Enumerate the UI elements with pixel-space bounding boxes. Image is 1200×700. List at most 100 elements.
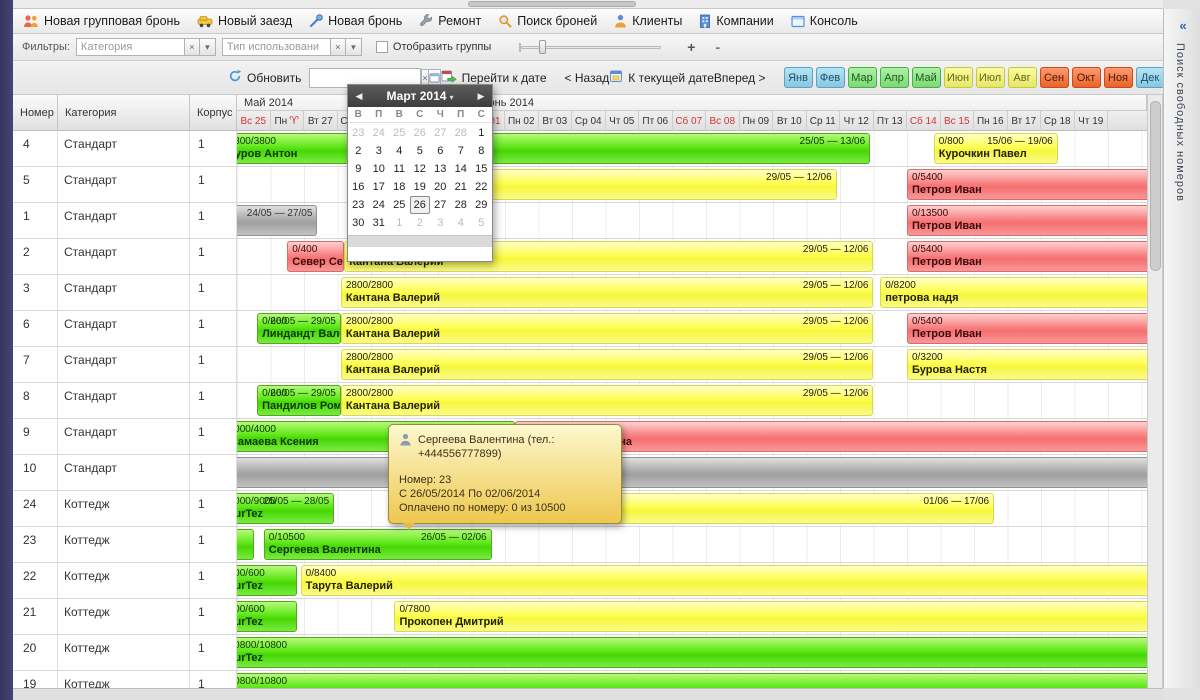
goto-date-button[interactable]: Перейти к дате: [441, 69, 547, 86]
calendar-day-cell[interactable]: 26: [409, 196, 430, 214]
calendar-day-cell[interactable]: 20: [434, 181, 447, 193]
day-header-cell[interactable]: Вт 10: [773, 111, 807, 131]
toolbar-button-repair[interactable]: Ремонт: [419, 14, 481, 28]
room-number-cell[interactable]: 9: [13, 419, 58, 454]
calendar-day-cell[interactable]: 24: [372, 127, 385, 139]
room-category-cell[interactable]: Коттедж: [58, 635, 190, 670]
room-building-cell[interactable]: 1: [190, 527, 237, 562]
calendar-day-cell[interactable]: 13: [434, 163, 447, 175]
category-clear-icon[interactable]: ×: [183, 38, 200, 56]
vertical-scrollbar-thumb[interactable]: [1150, 101, 1161, 271]
room-category-cell[interactable]: Стандарт: [58, 383, 190, 418]
room-number-cell[interactable]: 23: [13, 527, 58, 562]
month-button-Янв[interactable]: Янв: [783, 67, 813, 88]
day-header-cell[interactable]: Сб 07: [673, 111, 706, 131]
booking-bar[interactable]: 0/800 15/06 — 19/06 Курочкин Павел: [933, 133, 1058, 164]
calendar-day-cell[interactable]: 27: [434, 127, 447, 139]
room-timeline[interactable]: 10800/10800TurTez: [237, 635, 1147, 670]
column-header-building[interactable]: Корпус: [190, 95, 237, 131]
room-category-cell[interactable]: Стандарт: [58, 131, 190, 166]
calendar-day-cell[interactable]: 16: [352, 181, 365, 193]
day-header-cell[interactable]: Пн 16: [974, 111, 1008, 131]
toolbar-button-new-checkin[interactable]: Новый заезд: [197, 14, 292, 28]
room-number-cell[interactable]: 7: [13, 347, 58, 382]
zoom-slider[interactable]: [513, 40, 662, 54]
booking-bar[interactable]: 10800/10800TurTez: [237, 673, 1147, 688]
month-button-Сен[interactable]: Сен: [1039, 67, 1069, 88]
room-category-cell[interactable]: Коттедж: [58, 491, 190, 526]
calendar-day-cell[interactable]: 5: [478, 217, 485, 229]
current-date-button[interactable]: К текущей дате: [609, 69, 714, 86]
usage-type-dropdown-icon[interactable]: ▾: [345, 38, 362, 56]
room-timeline[interactable]: 10800/10800TurTez: [237, 671, 1147, 688]
zoom-out-button[interactable]: -: [715, 39, 721, 55]
room-category-cell[interactable]: Стандарт: [58, 239, 190, 274]
booking-bar[interactable]: 2800/2800 29/05 — 12/06 Кантана Валерий: [340, 385, 874, 416]
calendar-day-cell[interactable]: 17: [372, 181, 385, 193]
calendar-day-cell[interactable]: 21: [454, 181, 467, 193]
booking-bar[interactable]: [237, 529, 254, 560]
day-header-cell[interactable]: Пт 06: [639, 111, 673, 131]
room-category-cell[interactable]: Коттедж: [58, 527, 190, 562]
room-building-cell[interactable]: 1: [190, 671, 237, 688]
day-header-cell[interactable]: Вт 03: [539, 111, 572, 131]
forward-button[interactable]: Вперед >: [713, 70, 766, 85]
calendar-day-cell[interactable]: 10: [372, 163, 385, 175]
room-category-cell[interactable]: Стандарт: [58, 455, 190, 490]
toolbar-button-companies[interactable]: Компании: [699, 14, 774, 28]
calendar-day-cell[interactable]: 2: [355, 145, 362, 157]
booking-bar[interactable]: 2800/2800 29/05 — 12/06 Кантана Валерий: [340, 349, 874, 380]
calendar-day-cell[interactable]: 8: [478, 145, 485, 157]
category-dropdown-icon[interactable]: ▾: [199, 38, 216, 56]
day-header-cell[interactable]: Чт 12: [840, 111, 874, 131]
day-header-cell[interactable]: Вт 27: [304, 111, 338, 131]
room-number-cell[interactable]: 10: [13, 455, 58, 490]
booking-bar[interactable]: 2800/2800 29/05 — 12/06 Кантана Валерий: [340, 313, 874, 344]
room-timeline[interactable]: 0/10500 26/05 — 02/06 Сергеева Валентина: [237, 527, 1147, 562]
calendar-day-cell[interactable]: 1: [396, 217, 403, 229]
booking-bar[interactable]: 0/8200 петрова надя: [880, 277, 1147, 308]
calendar-day-cell[interactable]: 30: [352, 217, 365, 229]
calendar-day-cell[interactable]: 29: [475, 199, 488, 211]
calendar-day-cell[interactable]: 26: [413, 127, 426, 139]
room-building-cell[interactable]: 1: [190, 419, 237, 454]
room-category-cell[interactable]: Стандарт: [58, 167, 190, 202]
calendar-day-cell[interactable]: 23: [352, 127, 365, 139]
booking-bar[interactable]: 0/7800 Прокопен Дмитрий: [394, 601, 1147, 632]
room-building-cell[interactable]: 1: [190, 311, 237, 346]
booking-bar[interactable]: 3800/3800 25/05 — 13/06 Туров Антон: [237, 133, 871, 164]
toolbar-button-console[interactable]: Консоль: [791, 14, 858, 28]
calendar-day-cell[interactable]: 7: [457, 145, 464, 157]
room-category-cell[interactable]: Коттедж: [58, 671, 190, 688]
calendar-day-cell[interactable]: 28: [454, 199, 467, 211]
month-button-Авг[interactable]: Авг: [1007, 67, 1037, 88]
column-header-number[interactable]: Номер: [13, 95, 58, 131]
free-rooms-sidebar[interactable]: « Поиск свободных номеров: [1163, 9, 1200, 688]
room-building-cell[interactable]: 1: [190, 347, 237, 382]
horizontal-scrollbar[interactable]: [13, 0, 1163, 9]
booking-bar[interactable]: 0/5400 Петров Иван: [907, 241, 1147, 272]
booking-bar[interactable]: 0/13500 Петров Иван: [907, 205, 1147, 236]
day-header-cell[interactable]: Вс 08: [706, 111, 740, 131]
usage-type-filter-input[interactable]: [221, 38, 330, 56]
day-header-cell[interactable]: Пт 13: [874, 111, 907, 131]
calendar-day-cell[interactable]: 12: [413, 163, 426, 175]
calendar-day-cell[interactable]: 11: [393, 163, 405, 175]
month-button-Дек[interactable]: Дек: [1135, 67, 1165, 88]
month-button-Апр[interactable]: Апр: [879, 67, 909, 88]
room-category-cell[interactable]: Стандарт: [58, 419, 190, 454]
calendar-day-cell[interactable]: 23: [352, 199, 365, 211]
month-button-Фев[interactable]: Фев: [815, 67, 845, 88]
calendar-day-cell[interactable]: 25: [393, 199, 406, 211]
room-category-cell[interactable]: Стандарт: [58, 311, 190, 346]
room-number-cell[interactable]: 5: [13, 167, 58, 202]
day-header-cell[interactable]: Вт 17: [1008, 111, 1041, 131]
room-building-cell[interactable]: 1: [190, 167, 237, 202]
vertical-scrollbar[interactable]: [1147, 95, 1163, 688]
